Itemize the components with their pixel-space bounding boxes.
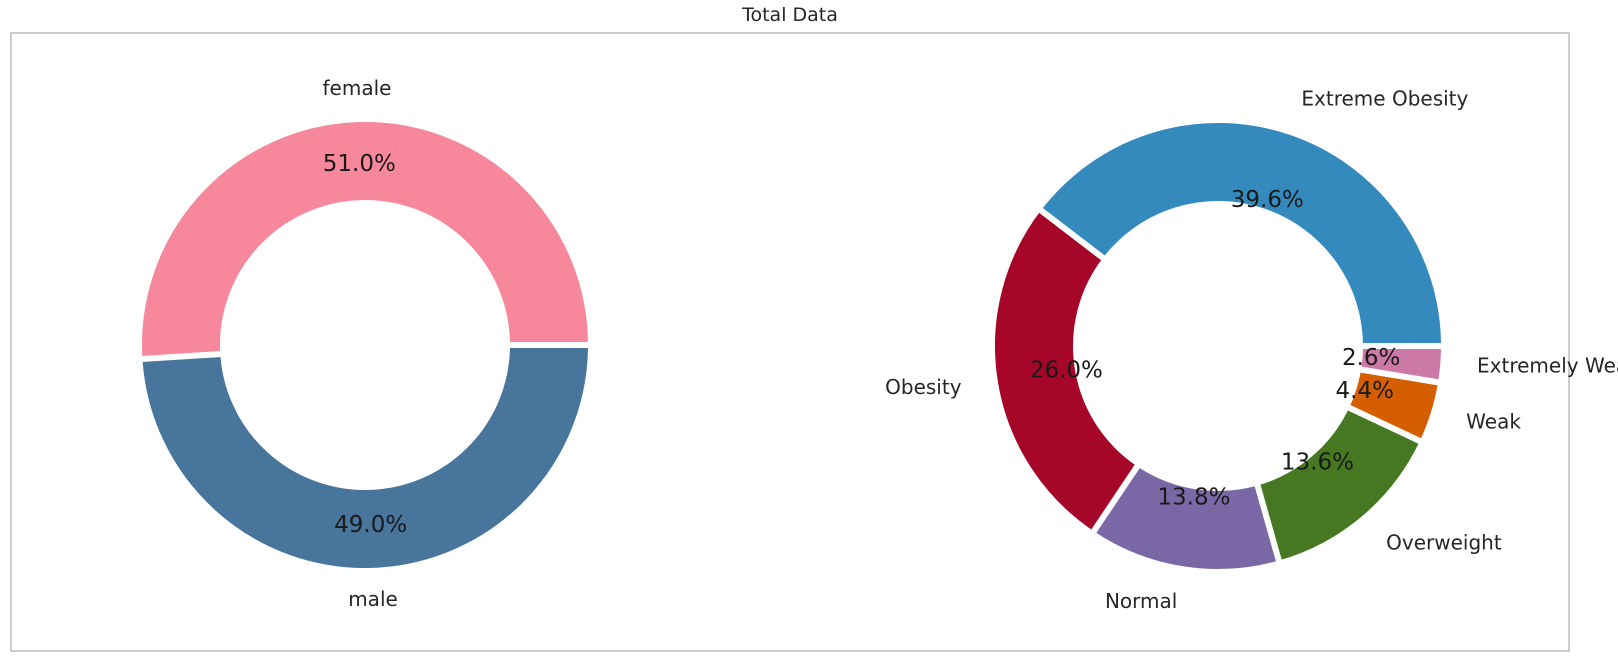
chart-title: Total Data <box>742 4 838 26</box>
slice-extreme-obesity <box>1034 117 1448 349</box>
percent-female: 51.0% <box>323 151 396 177</box>
slice-extremely-weak <box>1354 343 1448 387</box>
chart-frame <box>10 32 1570 652</box>
label-overweight: Overweight <box>1386 531 1502 555</box>
percent-weak: 4.4% <box>1336 378 1394 404</box>
donut-category: Extreme Obesity 39.6% Obesity 26.0% Normal 13… <box>885 86 1618 613</box>
label-weak: Weak <box>1466 410 1521 434</box>
slice-female <box>136 116 595 363</box>
slice-obesity <box>989 204 1144 538</box>
percent-male: 49.0% <box>334 512 407 538</box>
percent-normal: 13.8% <box>1157 484 1230 510</box>
label-extremely-weak: Extremely Weak <box>1477 354 1618 378</box>
percent-obesity: 26.0% <box>1030 357 1103 383</box>
percent-overweight: 13.6% <box>1281 450 1354 476</box>
donut-gender: female 51.0% male 49.0% <box>136 76 595 611</box>
percent-extremely-weak: 2.6% <box>1342 345 1400 371</box>
percent-extreme-obesity: 39.6% <box>1231 187 1304 213</box>
label-normal: Normal <box>1105 589 1177 613</box>
label-extreme-obesity: Extreme Obesity <box>1301 86 1468 110</box>
label-female: female <box>323 76 392 100</box>
label-male: male <box>348 587 398 611</box>
slice-male <box>136 342 595 574</box>
label-obesity: Obesity <box>885 375 962 399</box>
